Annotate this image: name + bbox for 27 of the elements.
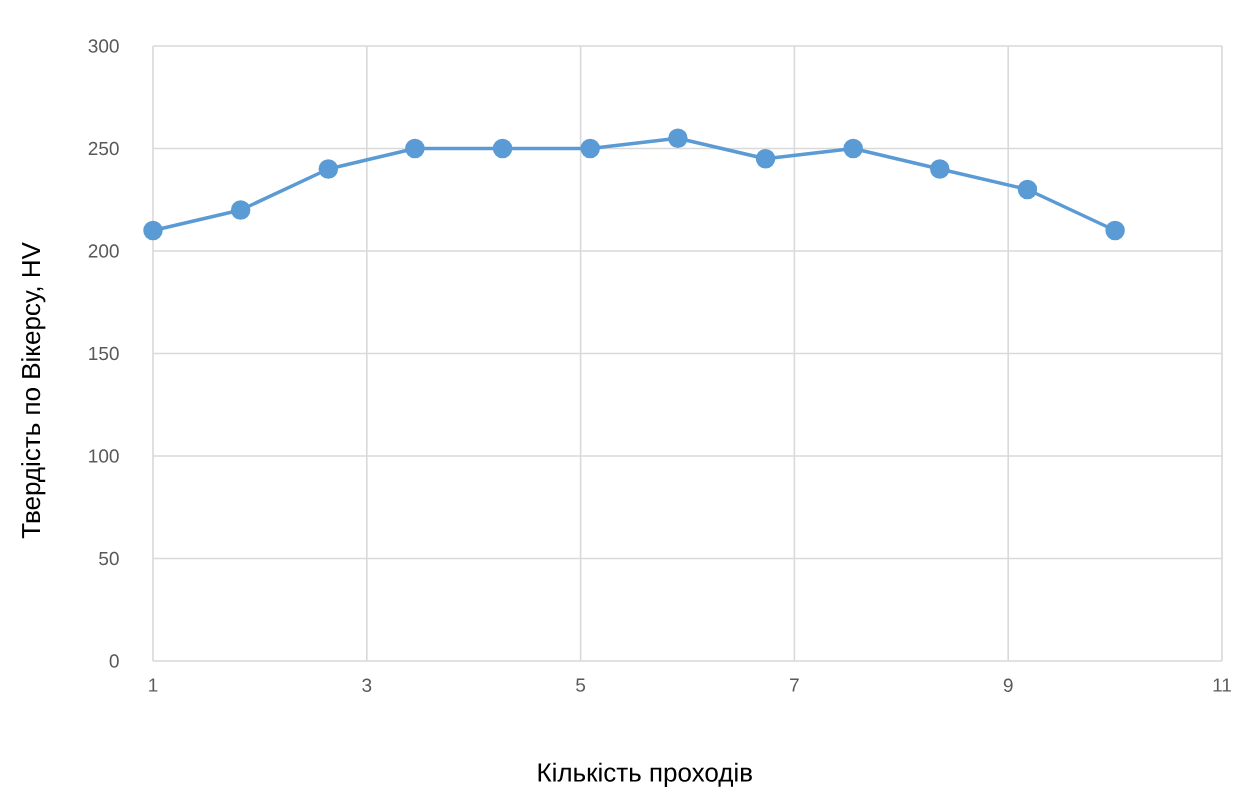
point xyxy=(143,220,163,241)
x-axis-title: Кількість проходів xyxy=(538,762,752,787)
y-tick-label: 100 xyxy=(89,449,119,463)
point xyxy=(755,149,776,169)
y-tick-label: 250 xyxy=(88,141,119,156)
x-tick-label: 5 xyxy=(576,678,586,692)
y-tick-label: 150 xyxy=(89,346,119,361)
point xyxy=(1105,220,1125,241)
point xyxy=(930,159,950,179)
y-tick-label: 0 xyxy=(109,654,119,668)
point xyxy=(405,138,425,159)
point xyxy=(668,128,688,148)
point xyxy=(230,200,251,220)
x-tick-label: 7 xyxy=(790,678,799,692)
y-tick-label: 300 xyxy=(88,39,119,53)
x-tick-label: 3 xyxy=(362,678,372,692)
point xyxy=(492,138,513,159)
y-axis-title: Твердість по Вікерсу, HV xyxy=(21,242,46,539)
x-tick-label: 11 xyxy=(1213,678,1231,692)
y-tick-label: 200 xyxy=(88,244,119,258)
x-tick-label: 1 xyxy=(149,678,158,692)
point xyxy=(1017,179,1038,200)
x-tick-label: 9 xyxy=(1003,678,1013,692)
y-tick-label: 50 xyxy=(99,551,119,566)
point xyxy=(318,159,339,179)
point xyxy=(580,138,600,159)
point xyxy=(843,138,863,159)
